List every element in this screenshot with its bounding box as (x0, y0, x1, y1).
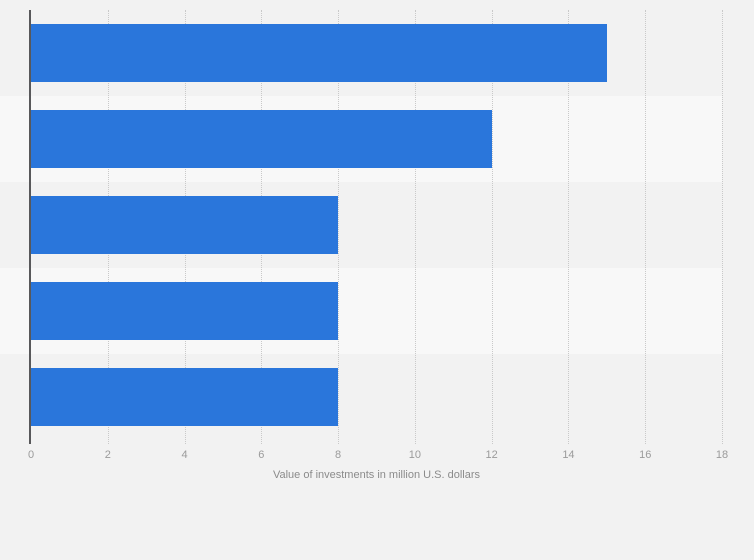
x-gridline (568, 10, 570, 444)
x-gridline (645, 10, 647, 444)
x-tick-label: 2 (104, 449, 111, 461)
x-tick-label: 0 (27, 449, 35, 461)
x-gridline (491, 10, 493, 444)
x-tick-label: 10 (408, 449, 421, 461)
bar[interactable] (31, 110, 492, 168)
x-gridline (722, 10, 723, 444)
bar[interactable] (31, 368, 339, 426)
x-tick-label: 12 (485, 449, 498, 461)
x-tick-label: 16 (639, 449, 652, 461)
x-tick-label: 8 (335, 449, 342, 461)
x-gridline (414, 10, 416, 444)
x-tick-label: 14 (562, 449, 575, 461)
y-axis-line (29, 10, 31, 444)
bar[interactable] (31, 24, 607, 82)
x-tick-label: 4 (181, 449, 188, 461)
x-tick-label: 18 (715, 449, 729, 461)
x-gridline (338, 10, 340, 444)
bar[interactable] (31, 196, 339, 254)
bar[interactable] (31, 282, 339, 340)
x-axis-title: Value of investments in million U.S. dol… (272, 469, 481, 481)
x-tick-label: 6 (258, 449, 265, 461)
